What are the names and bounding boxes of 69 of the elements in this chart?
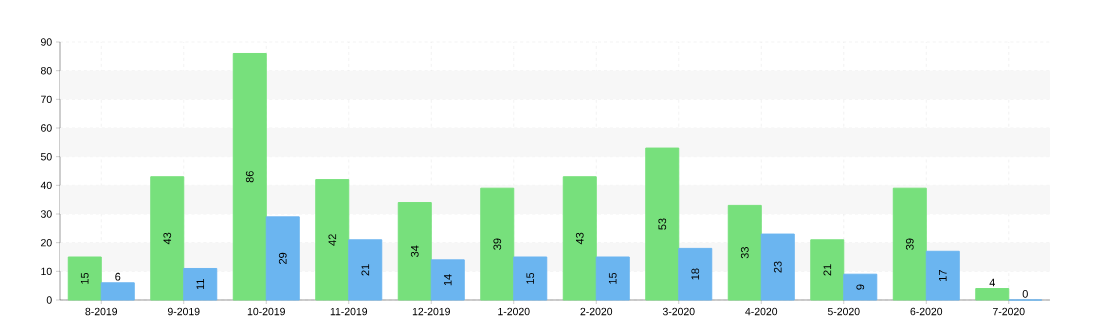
bar xyxy=(843,273,878,301)
x-tick-label: 5-2020 xyxy=(827,307,860,316)
bar xyxy=(595,256,630,301)
bar xyxy=(975,288,1010,301)
y-tick-label: 90 xyxy=(41,38,52,46)
y-tick-label: 40 xyxy=(40,181,52,190)
data-label: 33 xyxy=(740,247,749,259)
bar xyxy=(810,239,845,301)
bar xyxy=(925,250,960,301)
data-label: 43 xyxy=(575,232,584,245)
x-tick-label: 9-2019 xyxy=(167,307,200,316)
bar xyxy=(232,52,267,301)
y-tick-label: 50 xyxy=(40,152,52,161)
bar xyxy=(100,282,135,301)
data-label: 11 xyxy=(196,279,205,290)
x-tick-label: 3-2020 xyxy=(662,307,695,316)
bar xyxy=(67,256,102,301)
y-tick-label: 20 xyxy=(41,238,52,247)
bar xyxy=(678,247,713,301)
bar xyxy=(183,267,218,301)
bar xyxy=(150,176,185,301)
y-tick-label: 0 xyxy=(46,296,52,304)
bar xyxy=(480,187,515,301)
x-tick-label: 11-2019 xyxy=(330,307,368,316)
x-tick-label: 8-2019 xyxy=(85,307,118,316)
data-label: 15 xyxy=(608,272,617,284)
data-label: 0 xyxy=(1022,290,1028,298)
data-label: 6 xyxy=(115,272,121,281)
x-tick-label: 4-2020 xyxy=(745,307,778,316)
data-label: 43 xyxy=(163,232,172,245)
bar xyxy=(562,176,597,301)
y-tick-label: 10 xyxy=(41,267,52,276)
data-label: 23 xyxy=(773,261,782,273)
data-label: 34 xyxy=(410,245,419,257)
data-label: 39 xyxy=(493,238,502,250)
y-tick-label: 30 xyxy=(40,210,52,218)
y-tick-label: 70 xyxy=(41,95,52,104)
data-label: 21 xyxy=(361,264,370,276)
data-label: 39 xyxy=(905,238,914,250)
x-tick-label: 7-2020 xyxy=(993,307,1025,316)
data-label: 29 xyxy=(278,252,287,264)
bar xyxy=(397,202,432,301)
data-label: 53 xyxy=(658,218,667,230)
data-label: 18 xyxy=(691,268,700,280)
bar xyxy=(727,204,762,301)
x-tick-label: 6-2020 xyxy=(910,307,943,316)
data-label: 21 xyxy=(823,264,832,276)
bar xyxy=(645,147,680,301)
data-label: 15 xyxy=(80,272,89,284)
y-tick-label: 80 xyxy=(40,66,52,75)
data-label: 86 xyxy=(245,171,254,183)
data-label: 14 xyxy=(444,274,452,286)
x-tick-label: 10-2019 xyxy=(247,307,285,316)
bar xyxy=(315,179,350,301)
data-label: 15 xyxy=(526,272,535,284)
data-label: 4 xyxy=(989,278,995,287)
bar xyxy=(760,233,795,301)
bar xyxy=(430,259,465,301)
data-label: 9 xyxy=(856,284,865,290)
bar xyxy=(265,216,300,301)
bar xyxy=(892,187,927,301)
x-tick-label: 1-2020 xyxy=(498,307,530,316)
y-tick-label: 60 xyxy=(41,124,52,132)
x-tick-label: 12-2019 xyxy=(412,307,450,316)
data-label: 42 xyxy=(328,234,337,246)
bar xyxy=(348,239,383,301)
bar xyxy=(513,256,548,301)
data-label: 17 xyxy=(939,270,947,281)
x-tick-label: 2-2020 xyxy=(580,307,613,316)
